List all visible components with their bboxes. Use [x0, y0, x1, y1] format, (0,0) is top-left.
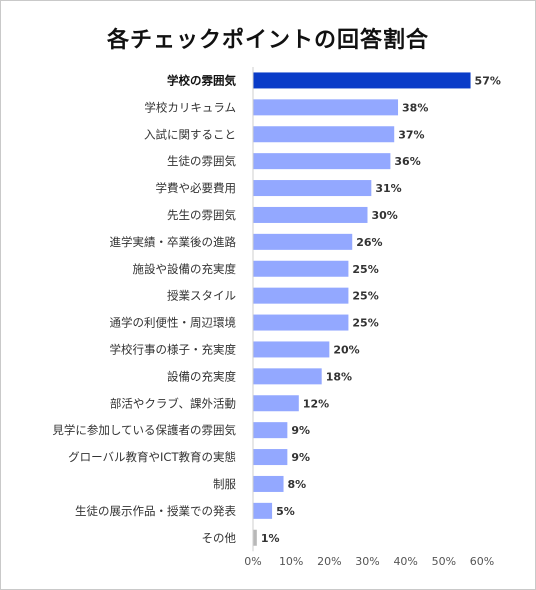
- x-tick-label: 50%: [432, 555, 456, 568]
- category-label: 部活やクラブ、課外活動: [110, 396, 236, 410]
- value-label: 9%: [291, 424, 310, 437]
- category-label: 制服: [213, 477, 236, 491]
- bar: [253, 287, 349, 304]
- value-label: 25%: [352, 317, 378, 330]
- bar: [253, 72, 471, 89]
- value-label: 18%: [326, 370, 352, 383]
- category-label: 先生の雰囲気: [167, 208, 236, 222]
- chart-title: 各チェックポイントの回答割合: [106, 28, 429, 53]
- category-label: 学費や必要費用: [156, 181, 237, 195]
- x-tick-label: 20%: [317, 555, 341, 568]
- value-label: 25%: [352, 263, 378, 276]
- bar: [253, 260, 349, 277]
- value-label: 36%: [394, 155, 420, 168]
- x-tick-label: 40%: [393, 555, 417, 568]
- category-label: 生徒の展示作品・授業での発表: [75, 504, 236, 518]
- value-label: 57%: [475, 74, 501, 87]
- bar: [253, 99, 399, 116]
- bar: [253, 180, 372, 197]
- bar: [253, 368, 322, 385]
- category-label: 学校行事の様子・充実度: [110, 342, 237, 356]
- x-tick-label: 0%: [244, 555, 261, 568]
- value-label: 25%: [352, 290, 378, 303]
- bar: [253, 341, 330, 358]
- bar: [253, 206, 368, 223]
- value-label: 8%: [288, 478, 307, 491]
- category-label: 通学の利便性・周辺環境: [110, 316, 237, 330]
- category-label: 施設や設備の充実度: [133, 262, 237, 276]
- value-label: 12%: [303, 397, 329, 410]
- x-tick-label: 60%: [470, 555, 494, 568]
- category-label: その他: [202, 531, 237, 545]
- value-label: 37%: [398, 128, 424, 141]
- value-label: 1%: [261, 532, 280, 545]
- bar: [253, 233, 353, 250]
- value-label: 20%: [333, 343, 359, 356]
- value-label: 31%: [375, 182, 401, 195]
- x-tick-label: 30%: [355, 555, 379, 568]
- category-label: 見学に参加している保護者の雰囲気: [52, 423, 236, 437]
- bar: [253, 475, 284, 492]
- value-label: 9%: [291, 451, 310, 464]
- bar: [253, 153, 391, 170]
- bar: [253, 314, 349, 331]
- category-label: 授業スタイル: [167, 289, 236, 303]
- x-tick-label: 10%: [279, 555, 303, 568]
- bar: [253, 449, 288, 466]
- category-label: 入試に関すること: [144, 127, 236, 141]
- value-label: 38%: [402, 101, 428, 114]
- bar: [253, 529, 257, 546]
- value-label: 5%: [276, 505, 295, 518]
- category-label: 設備の充実度: [167, 369, 236, 383]
- category-label: グローバル教育やICT教育の実態: [68, 450, 236, 464]
- category-label: 進学実績・卒業後の進路: [110, 235, 237, 249]
- category-label: 生徒の雰囲気: [167, 154, 236, 168]
- category-label: 学校の雰囲気: [167, 73, 236, 87]
- bar: [253, 126, 395, 143]
- value-label: 26%: [356, 236, 382, 249]
- bar: [253, 422, 288, 439]
- bar: [253, 502, 273, 519]
- value-label: 30%: [372, 209, 398, 222]
- category-label: 学校カリキュラム: [144, 100, 236, 114]
- bar: [253, 395, 299, 412]
